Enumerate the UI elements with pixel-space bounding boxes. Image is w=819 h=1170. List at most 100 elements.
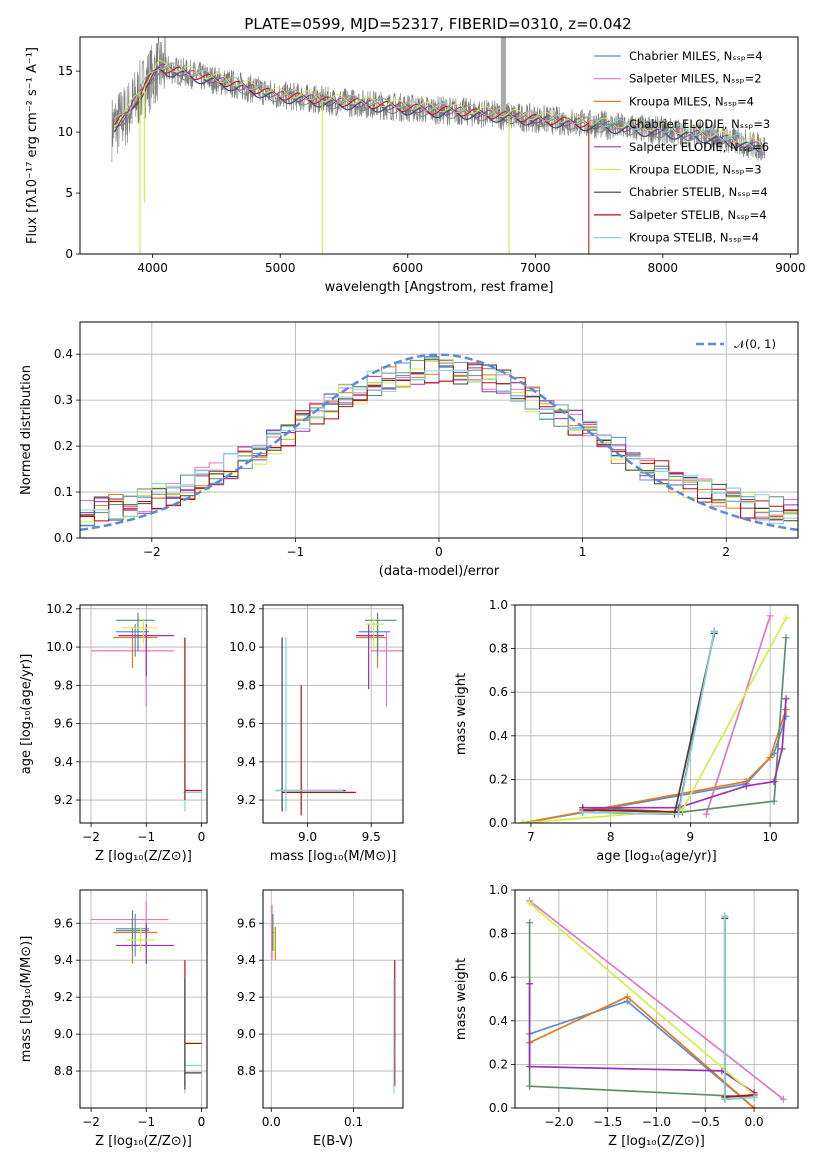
error-bar-chabrier-elodie: [115, 910, 150, 951]
mass-vs-z-plot-area: [91, 901, 202, 1094]
y-tick-label: 0.3: [54, 393, 73, 407]
legend-label-salpeter-elodie: Salpeter ELODIE, Nₛₛₚ=6: [629, 140, 769, 154]
y-tick-label: 9.8: [237, 678, 256, 692]
x-tick-label: 8: [607, 830, 615, 844]
mass-vs-ebv-plot-area: [271, 904, 396, 1094]
y-axis-label: Normed distribution: [19, 365, 34, 495]
model-line-kroupa-elodie: [114, 59, 766, 149]
data-point-marker: [721, 912, 729, 920]
y-axis-label: mass [log₁₀(M/M⊙)]: [19, 936, 34, 1063]
error-bar-chabrier-miles: [358, 624, 391, 657]
x-tick-label: 0: [435, 545, 443, 559]
x-tick-label: −2: [82, 1115, 100, 1129]
legend-label-chabrier-stelib: Chabrier STELIB, Nₛₛₚ=4: [629, 185, 768, 199]
y-tick-label: 0.4: [489, 729, 508, 743]
error-bar-chabrier-stelib: [184, 978, 202, 1090]
age-vs-z-frame: [79, 604, 208, 824]
x-axis-label: mass [log₁₀(M/M⊙)]: [270, 849, 397, 864]
mass-vs-ebv-frame: [262, 889, 404, 1109]
y-tick-label: 8.8: [54, 1064, 73, 1078]
model-line-chabrier-miles: [114, 67, 765, 156]
x-tick-label: −2: [82, 830, 100, 844]
massweight-vs-z-panel: −2.0 −1.5 −1.0 −0.5 0.0 0.0 0.2 0.4 0.6 0.8 1.0 Z […: [454, 883, 799, 1149]
y-tick-label: 1.0: [489, 598, 508, 612]
y-tick-label: 10.0: [46, 640, 73, 654]
data-point-marker: [782, 614, 790, 622]
data-point-marker: [526, 899, 534, 907]
series-chabrier-miles: [519, 712, 790, 823]
series-salpeter-elodie: [526, 980, 758, 1097]
legend-label-kroupa-elodie: Kroupa ELODIE, Nₛₛₚ=3: [629, 163, 762, 177]
y-tick-label: 10.2: [229, 602, 256, 616]
spectrum-plot-area: [111, 37, 766, 254]
error-bar-salpeter-miles: [371, 631, 403, 707]
data-point-marker: [526, 1063, 534, 1071]
x-tick-label: −1: [137, 830, 155, 844]
error-bar-kroupa-stelib: [275, 637, 344, 812]
data-point-marker: [710, 627, 718, 635]
x-axis-label: Z [log₁₀(Z/Z⊙)]: [608, 1134, 705, 1149]
y-tick-label: 10: [58, 125, 73, 139]
x-tick-label: 1: [579, 545, 587, 559]
y-tick-label: 8.8: [237, 1064, 256, 1078]
y-tick-label: 9.6: [54, 717, 73, 731]
y-tick-label: 10.0: [229, 640, 256, 654]
observed-spectrum-line: [111, 37, 766, 163]
series-line: [582, 637, 787, 813]
legend-label-kroupa-miles: Kroupa MILES, Nₛₛₚ=4: [629, 94, 754, 108]
series-chabrier-stelib: [579, 629, 718, 818]
age-vs-z-panel: −2 −1 0 9.2 9.4 9.6 9.8 10.0 10.2 Z [log₁₀(Z/Z⊙)]…: [19, 602, 208, 864]
massweight-vs-z-frame: [514, 889, 799, 1109]
y-tick-label: 0.4: [489, 1014, 508, 1028]
error-bar-kroupa-stelib: [183, 637, 202, 812]
spectrum-title: PLATE=0599, MJD=52317, FIBERID=0310, z=0…: [244, 15, 631, 33]
x-tick-label: −1: [287, 545, 305, 559]
x-axis-label: Z [log₁₀(Z/Z⊙)]: [95, 1134, 192, 1149]
y-tick-label: 0.2: [489, 772, 508, 786]
histogram-step-salpeter-stelib: [80, 362, 798, 522]
x-tick-label: 5000: [265, 261, 296, 275]
y-tick-label: 5: [65, 186, 73, 200]
y-axis-label: mass weight: [454, 958, 469, 1040]
y-tick-label: 9.2: [54, 990, 73, 1004]
age-vs-mass-frame: [262, 604, 404, 824]
error-bar-kroupa-stelib: [393, 978, 395, 1094]
y-axis-label: Flux [fλ10⁻¹⁷ erg cm⁻² s⁻¹ A⁻¹]: [25, 47, 40, 244]
data-point-marker: [750, 1093, 758, 1101]
error-bar-chabrier-elodie: [272, 914, 274, 951]
x-tick-label: −1.0: [642, 1115, 671, 1129]
data-point-marker: [778, 745, 786, 753]
legend-label-gaussian: 𝒩(0, 1): [734, 337, 776, 351]
mass-vs-z-frame: [79, 889, 208, 1109]
y-tick-label: 9.0: [54, 1027, 73, 1041]
series-chabrier-miles: [526, 997, 758, 1108]
massweight-vs-age-frame: [514, 604, 799, 824]
x-tick-label: 9.5: [362, 830, 381, 844]
x-tick-label: 0: [198, 1115, 206, 1129]
data-point-marker: [623, 993, 631, 1001]
y-tick-label: 15: [58, 64, 73, 78]
error-bar-kroupa-stelib: [184, 978, 202, 1094]
data-point-marker: [721, 1095, 729, 1103]
y-tick-label: 9.4: [54, 755, 73, 769]
massweight-vs-z-plot-area: [526, 897, 787, 1108]
legend-label-chabrier-elodie: Chabrier ELODIE, Nₛₛₚ=3: [629, 117, 770, 131]
residual-histogram-frame: [79, 321, 799, 539]
histogram-step-salpeter-elodie: [80, 359, 798, 519]
data-point-marker: [782, 634, 790, 642]
error-bar-chabrier-elodie: [364, 612, 397, 651]
y-tick-label: 9.4: [237, 953, 256, 967]
residual-histogram-plot-area: [80, 353, 798, 532]
data-point-marker: [579, 808, 587, 816]
error-bar-salpeter-elodie: [118, 624, 174, 676]
x-tick-label: 10: [762, 830, 777, 844]
error-bar-salpeter-elodie: [355, 624, 384, 690]
y-axis-label: mass weight: [454, 673, 469, 755]
series-line: [705, 615, 771, 815]
gaussian-reference-curve: [80, 353, 798, 532]
y-tick-label: 0.0: [54, 531, 73, 545]
x-tick-label: 6000: [392, 261, 423, 275]
age-vs-mass-plot-area: [275, 612, 403, 816]
x-axis-label: age [log₁₀(age/yr)]: [596, 849, 717, 864]
data-point-marker: [782, 695, 790, 703]
